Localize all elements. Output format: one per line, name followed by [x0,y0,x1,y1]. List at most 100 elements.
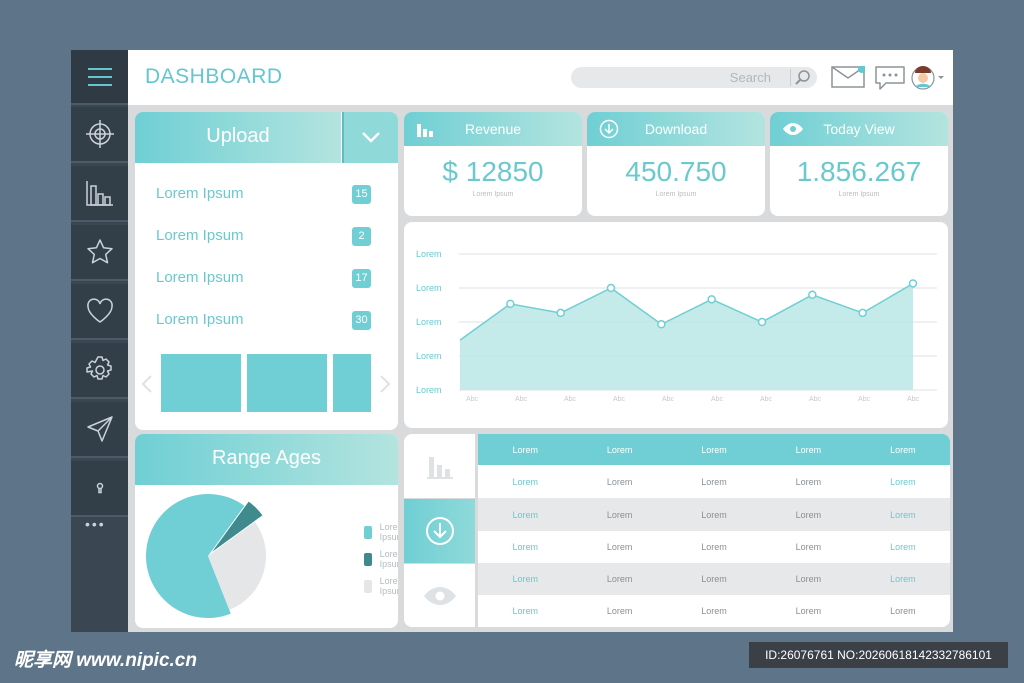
x-tick-label: Abc [760,396,773,403]
table-cell: Lorem [795,606,822,616]
table-cell: Lorem [606,574,633,584]
stat-value: 450.750 [625,156,727,187]
search-bar[interactable]: Search [571,67,817,88]
table-header-cell: Lorem [701,444,727,455]
table-cell: Lorem [606,509,633,520]
bar-chart-icon [426,457,453,479]
eye-icon [783,123,803,135]
upload-thumbnail[interactable] [161,354,241,412]
table-row[interactable]: Lorem Lorem Lorem Lorem Lorem [478,465,950,498]
upload-item-label[interactable]: Lorem Ipsum [156,269,244,286]
chat-icon[interactable] [874,65,906,91]
sidebar-item-charts[interactable] [71,166,128,222]
legend-label: Lorem Ipsum [379,522,398,542]
bar-chart-icon [417,124,433,137]
upload-thumbnail[interactable] [247,354,327,412]
table-cell: Lorem [795,574,822,584]
sidebar-item-favorites[interactable] [71,225,128,281]
range-ages-title: Range Ages [212,447,321,469]
upload-card: Upload Lorem Ipsum 15 Lorem Ipsum 2 Lore… [135,112,398,430]
data-table: Lorem Lorem Lorem Lorem Lorem Lorem Lore… [478,434,953,627]
download-icon [599,119,619,139]
sidebar-item-settings[interactable] [71,343,128,399]
sidebar: ••• [71,50,128,632]
legend-item: Lorem Ipsum [364,576,398,596]
stat-subtitle: Lorem Ipsum [838,191,880,198]
table-tabs [404,434,475,627]
heart-icon [86,298,113,323]
data-point [808,290,817,300]
upload-item-label[interactable]: Lorem Ipsum [156,185,244,202]
sidebar-item-likes[interactable] [71,284,128,340]
table-cell: Lorem [512,606,538,616]
legend-label: Lorem Ipsum [379,549,398,569]
area-fill [460,283,913,390]
pie-chart [146,494,266,618]
avatar[interactable] [911,65,945,91]
table-header-cell: Lorem [512,444,538,455]
table-row[interactable]: Lorem Lorem Lorem Lorem Lorem [478,531,950,563]
search-input[interactable]: Search [729,70,771,85]
data-point [556,308,565,318]
x-tick-label: Abc [662,396,675,403]
search-icon[interactable] [794,69,812,87]
lock-icon [96,482,103,494]
pie-slice [208,521,266,610]
table-cell: Lorem [890,542,916,552]
upload-item-count: 17 [352,269,371,288]
menu-icon [87,67,112,86]
bar-chart-icon [85,181,113,206]
upload-header: Upload [135,112,341,163]
pie-slice [212,501,263,552]
y-tick-label: Lorem [416,317,442,327]
table-cell: Lorem [606,542,633,552]
table-header-cell: Lorem [890,444,916,455]
chevron-right-icon[interactable] [379,374,391,394]
sidebar-item-send[interactable] [71,402,128,458]
table-cell: Lorem [701,476,727,487]
x-tick-label: Abc [907,396,920,403]
table-cell: Lorem [890,476,916,487]
menu-button[interactable] [71,50,128,105]
legend-swatch [364,552,372,566]
upload-item-count: 30 [352,311,371,330]
table-cell: Lorem [512,542,538,552]
table-row[interactable]: Lorem Lorem Lorem Lorem Lorem [478,595,950,627]
watermark-id: ID:26076761 NO:20260618142332786101 [749,642,1008,668]
tab-views[interactable] [404,564,475,627]
upload-item-label[interactable]: Lorem Ipsum [156,311,244,328]
legend-swatch [364,579,372,593]
x-tick-label: Abc [711,396,724,403]
x-tick-label: Abc [809,396,822,403]
data-point [606,283,616,293]
star-icon [86,239,113,264]
upload-item-count: 2 [352,227,371,246]
upload-item-label[interactable]: Lorem Ipsum [156,227,244,244]
mail-icon[interactable] [831,66,865,88]
search-divider [790,69,791,86]
upload-thumbnail[interactable] [333,354,371,412]
pie-slice [146,494,245,618]
gear-icon [85,356,112,380]
area-chart-card: Lorem Lorem Lorem Lorem Lorem Abc Abc Abc Abc Abc… [404,222,948,428]
tab-chart[interactable] [404,434,475,498]
sidebar-item-lock[interactable] [71,461,128,517]
table-cell: Lorem [795,542,822,552]
more-icon[interactable]: ••• [85,516,106,532]
stat-header: Download [587,112,765,146]
table-cell: Lorem [701,606,727,616]
legend-item: Lorem Ipsum [364,549,398,569]
table-cell: Lorem [890,574,916,584]
legend-label: Lorem Ipsum [379,576,398,596]
x-tick-label: Abc [515,396,528,403]
table-row[interactable]: Lorem Lorem Lorem Lorem Lorem [478,563,950,595]
top-bar: DASHBOARD Search [128,50,953,105]
y-tick-label: Lorem [416,249,442,259]
area-chart: Lorem Lorem Lorem Lorem Lorem Abc Abc Abc Abc Abc… [416,249,937,403]
table-row[interactable]: Lorem Lorem Lorem Lorem Lorem [478,498,950,531]
range-ages-header: Range Ages [135,434,398,485]
tab-download[interactable] [404,499,475,563]
sidebar-item-target[interactable] [71,107,128,163]
chevron-left-icon[interactable] [141,374,153,394]
upload-dropdown-button[interactable] [342,112,398,163]
